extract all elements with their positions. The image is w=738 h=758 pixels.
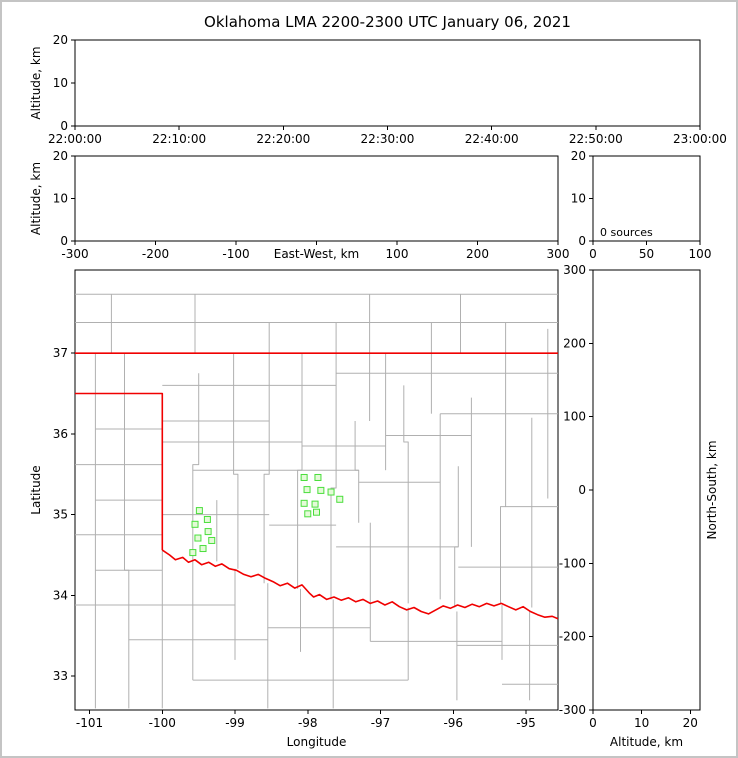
map-layers xyxy=(75,293,558,709)
svg-text:Latitude: Latitude xyxy=(29,465,43,514)
source-marker xyxy=(208,536,216,544)
svg-text:-101: -101 xyxy=(76,716,103,730)
source-marker xyxy=(189,549,197,557)
svg-text:100: 100 xyxy=(386,247,409,261)
svg-text:10: 10 xyxy=(634,716,649,730)
svg-text:22:20:00: 22:20:00 xyxy=(256,132,310,146)
svg-text:10: 10 xyxy=(53,76,68,90)
svg-text:-300: -300 xyxy=(559,703,586,717)
chart-title: Oklahoma LMA 2200-2300 UTC January 06, 2… xyxy=(204,13,571,31)
source-marker xyxy=(313,508,320,516)
source-marker xyxy=(204,528,212,536)
svg-text:20: 20 xyxy=(53,33,68,47)
source-marker xyxy=(300,499,308,507)
svg-text:-100: -100 xyxy=(149,716,176,730)
svg-text:East-West, km: East-West, km xyxy=(274,247,360,261)
svg-text:10: 10 xyxy=(53,192,68,206)
svg-text:0: 0 xyxy=(578,234,586,248)
svg-text:0 sources: 0 sources xyxy=(600,226,653,239)
svg-text:22:10:00: 22:10:00 xyxy=(152,132,206,146)
svg-text:-100: -100 xyxy=(222,247,249,261)
svg-text:-98: -98 xyxy=(298,716,318,730)
svg-text:100: 100 xyxy=(563,410,586,424)
svg-text:36: 36 xyxy=(53,427,68,441)
svg-text:23:00:00: 23:00:00 xyxy=(673,132,727,146)
source-marker xyxy=(203,515,211,523)
source-marker xyxy=(304,510,312,518)
svg-text:10: 10 xyxy=(571,192,586,206)
svg-text:0: 0 xyxy=(578,483,586,497)
svg-text:20: 20 xyxy=(683,716,698,730)
source-marker xyxy=(327,488,335,496)
svg-text:-99: -99 xyxy=(225,716,245,730)
svg-text:-100: -100 xyxy=(559,556,586,570)
svg-text:300: 300 xyxy=(547,247,570,261)
svg-text:0: 0 xyxy=(60,119,68,133)
panel-time_height: 22:00:00 22:10:00 22:20:00 22:30:00 22:40:00… xyxy=(29,33,727,146)
svg-text:-200: -200 xyxy=(559,630,586,644)
svg-text:Altitude, km: Altitude, km xyxy=(29,46,43,119)
source-marker xyxy=(195,507,203,515)
lma-sources xyxy=(189,473,344,557)
panel-source_hist: 0 50 100 0 10 20 0 sources xyxy=(571,149,712,261)
panel-ns_height: 0 10 20 -300 -200 -100 0 100 200 300 Altitude, km N… xyxy=(559,263,719,749)
svg-text:0: 0 xyxy=(60,234,68,248)
svg-text:North-South, km: North-South, km xyxy=(705,440,719,539)
county-lines xyxy=(75,293,558,709)
source-marker xyxy=(191,520,199,528)
svg-text:34: 34 xyxy=(53,588,68,602)
svg-text:-300: -300 xyxy=(61,247,88,261)
source-marker xyxy=(303,486,311,494)
state-border xyxy=(75,352,558,620)
svg-text:20: 20 xyxy=(53,149,68,163)
svg-text:-97: -97 xyxy=(371,716,391,730)
svg-text:-200: -200 xyxy=(142,247,169,261)
svg-text:22:50:00: 22:50:00 xyxy=(569,132,623,146)
panel-map: -101 -100 -99 -98 -97 -96 -95 33 34 35 36 37 Longitu… xyxy=(29,269,559,749)
svg-text:Longitude: Longitude xyxy=(287,735,347,749)
svg-text:33: 33 xyxy=(53,669,68,683)
svg-text:100: 100 xyxy=(689,247,712,261)
svg-text:200: 200 xyxy=(563,336,586,350)
source-marker xyxy=(311,500,319,508)
svg-text:0: 0 xyxy=(589,716,597,730)
svg-text:Altitude, km: Altitude, km xyxy=(610,735,683,749)
panel-ew_height: -300 -200 -100 100 200 300 0 10 20 East-West, km A… xyxy=(29,149,569,261)
svg-text:37: 37 xyxy=(53,346,68,360)
svg-text:-95: -95 xyxy=(516,716,536,730)
svg-text:35: 35 xyxy=(53,508,68,522)
svg-text:20: 20 xyxy=(571,149,586,163)
svg-text:22:00:00: 22:00:00 xyxy=(48,132,102,146)
svg-text:22:40:00: 22:40:00 xyxy=(465,132,519,146)
svg-text:Altitude, km: Altitude, km xyxy=(29,162,43,235)
svg-text:0: 0 xyxy=(589,247,597,261)
svg-text:50: 50 xyxy=(639,247,654,261)
svg-text:22:30:00: 22:30:00 xyxy=(361,132,415,146)
source-marker xyxy=(336,495,344,503)
svg-text:300: 300 xyxy=(563,263,586,277)
source-marker xyxy=(194,534,202,542)
source-marker xyxy=(199,545,207,553)
svg-text:200: 200 xyxy=(466,247,489,261)
source-marker xyxy=(317,486,325,494)
svg-text:-96: -96 xyxy=(443,716,463,730)
source-marker xyxy=(314,473,322,481)
source-marker xyxy=(300,473,308,481)
